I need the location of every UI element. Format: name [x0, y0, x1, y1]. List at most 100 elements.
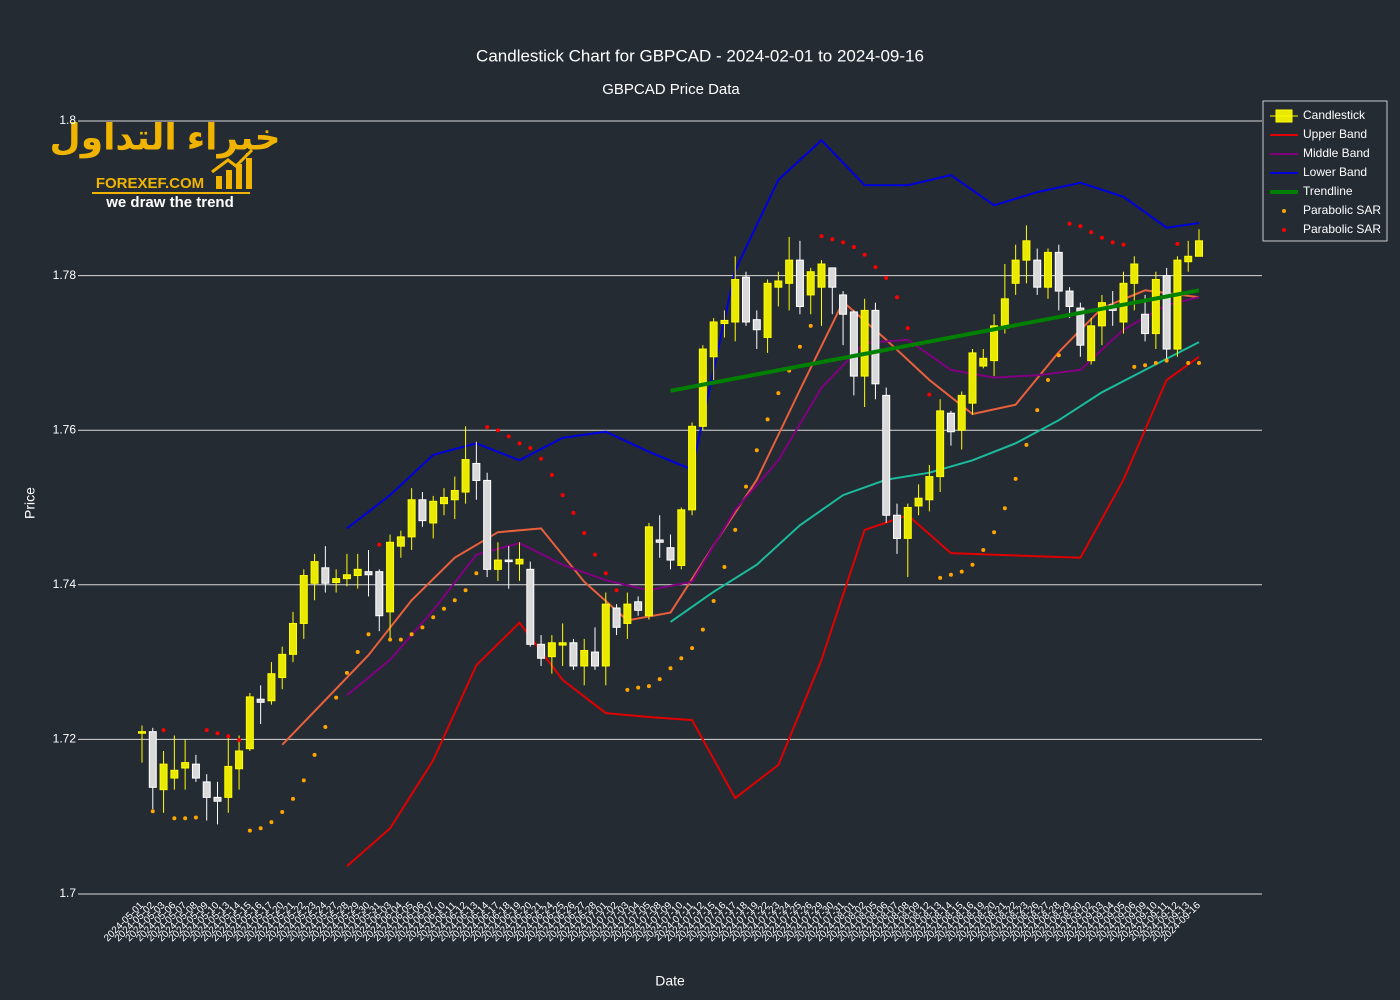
candle-body — [1151, 278, 1160, 335]
candle-body — [440, 496, 448, 505]
sar-dot — [334, 695, 339, 700]
sar-dot — [183, 816, 188, 821]
candle-body — [882, 394, 891, 516]
candle-body — [957, 394, 966, 431]
candle-body — [785, 259, 794, 284]
candle-body — [1065, 290, 1074, 308]
sar-dot — [1078, 224, 1083, 229]
sar-dot — [582, 531, 587, 536]
candle-body — [839, 294, 848, 315]
sar-dot — [992, 530, 997, 535]
sar-dot — [452, 598, 457, 603]
sar-dot — [247, 828, 252, 833]
sar-dot — [690, 646, 695, 651]
candle-body — [504, 559, 513, 563]
sar-dot — [754, 448, 759, 453]
chart-subtitle: GBPCAD Price Data — [602, 81, 740, 98]
sar-dot — [1164, 358, 1169, 363]
candle-body — [1022, 240, 1031, 261]
sar-dot — [668, 666, 673, 671]
candle-body — [828, 267, 837, 288]
candle-body — [666, 547, 675, 561]
candle-body — [138, 731, 146, 734]
candle-body — [806, 271, 815, 296]
candle-body — [914, 497, 923, 507]
candle-body — [601, 603, 610, 667]
sar-dot — [905, 326, 910, 331]
y-tick-label: 1.8 — [59, 113, 76, 127]
sar-dot — [625, 687, 630, 692]
candle-body — [569, 642, 578, 667]
candle-body — [720, 319, 729, 325]
sar-dot — [560, 493, 565, 498]
legend-label: Upper Band — [1303, 127, 1367, 141]
sar-dot — [927, 392, 932, 397]
sar-dot — [1035, 408, 1040, 413]
candle-body — [386, 541, 395, 613]
sar-dot — [388, 637, 393, 642]
candle-body — [472, 462, 481, 481]
candle-body — [677, 509, 686, 566]
sar-dot — [873, 265, 878, 270]
candle-body — [1097, 302, 1106, 327]
candle-body — [634, 601, 643, 611]
sar-dot — [269, 820, 274, 825]
sar-dot — [571, 510, 576, 515]
candle-body — [267, 673, 276, 702]
sar-dot — [841, 240, 846, 245]
candle-body — [289, 622, 297, 655]
y-tick-label: 1.78 — [53, 268, 77, 282]
legend-label: Middle Band — [1303, 146, 1370, 160]
sar-dot — [744, 484, 748, 489]
sar-dot — [1143, 363, 1148, 368]
candle-body — [353, 568, 362, 577]
sar-dot — [226, 734, 231, 739]
sar-dot — [657, 677, 662, 682]
candle-body — [688, 425, 697, 511]
legend-swatch — [1282, 209, 1286, 213]
sar-dot — [258, 826, 263, 831]
candle-body — [170, 769, 179, 779]
logo-arabic: خبراء التداول — [49, 117, 280, 159]
logo: خبراء التداول FOREXEF.COM we draw the tr… — [49, 117, 280, 211]
sar-dot — [797, 344, 802, 349]
sar-dot — [614, 588, 619, 593]
candle-body — [925, 476, 934, 501]
candle-body — [591, 651, 599, 667]
sar-dot — [646, 684, 651, 689]
sar-dot — [603, 571, 608, 576]
legend-label: Lower Band — [1303, 165, 1367, 179]
candle-body — [774, 280, 783, 288]
sar-dot — [366, 632, 371, 637]
sar-dot — [193, 815, 198, 820]
x-axis-title: Date — [655, 973, 685, 989]
sar-dot — [1056, 353, 1061, 358]
sar-dot — [237, 738, 242, 743]
candle-body — [623, 603, 632, 624]
candle-body — [752, 319, 761, 331]
legend-box — [1262, 100, 1388, 242]
sar-dot — [409, 632, 414, 637]
candle-body — [1011, 259, 1020, 284]
candle-body — [1033, 259, 1042, 288]
sar-dot — [1089, 230, 1094, 235]
sar-dot — [593, 552, 597, 557]
sar-dot — [1197, 360, 1201, 365]
sar-dot — [539, 456, 544, 461]
indicator-line — [346, 138, 1200, 530]
sar-dot — [398, 637, 403, 642]
sar-dot — [819, 234, 824, 239]
candle-body — [450, 489, 459, 501]
candle-body — [332, 578, 341, 583]
candle-body — [946, 412, 955, 433]
candle-body — [515, 558, 524, 565]
candle-body — [191, 763, 200, 779]
sar-dot — [970, 562, 975, 567]
candle-body — [245, 696, 254, 750]
sar-dot — [1024, 442, 1029, 447]
sar-dot — [161, 728, 166, 733]
candle-body — [1184, 255, 1193, 263]
sar-dot — [150, 809, 155, 814]
candle-body — [1195, 240, 1203, 257]
